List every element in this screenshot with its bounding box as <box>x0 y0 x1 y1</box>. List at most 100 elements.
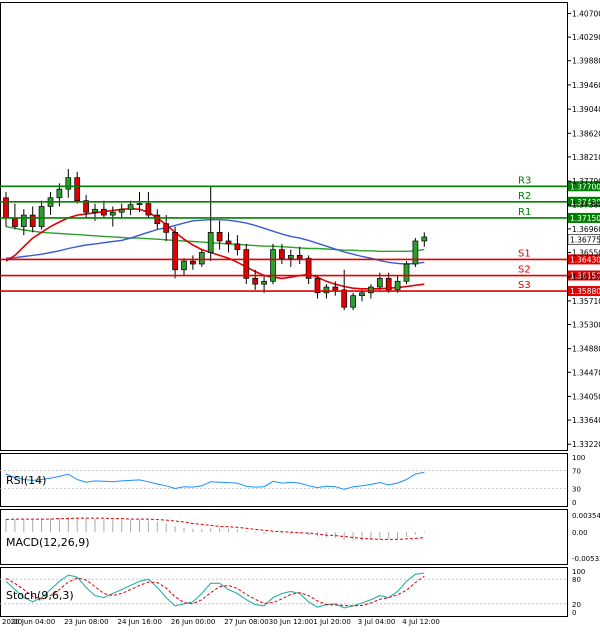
price-tick-label: 1.36130 <box>572 273 600 282</box>
candle-body <box>305 257 312 279</box>
candle-body <box>385 278 392 291</box>
last-price-label: 1.36775 <box>570 236 600 245</box>
stoch-d-line <box>5 575 425 607</box>
candle-body <box>3 197 9 219</box>
candle-body <box>261 280 267 285</box>
candle-body <box>145 203 152 216</box>
panels <box>0 2 568 617</box>
candle-body <box>332 286 339 291</box>
level-price-box <box>568 286 600 297</box>
moving-average-lines <box>5 207 425 290</box>
candle-body <box>403 263 410 282</box>
price-tick-label: 1.35710 <box>572 297 600 306</box>
price-tick-label: 1.38210 <box>572 153 600 162</box>
candle-body <box>350 295 356 308</box>
price-tick-label: 1.34470 <box>572 368 600 377</box>
panel-frame-2 <box>0 509 568 565</box>
candle-body <box>243 249 250 279</box>
ma-red-line <box>5 207 425 290</box>
time-tick-label: 1 Jul 20:00 <box>313 618 351 626</box>
stoch-tick-label: 80 <box>572 576 581 584</box>
time-tick-label: 20:00 <box>2 618 22 626</box>
panel-frame-3 <box>0 567 568 617</box>
macd-tick-label: -0.005337 <box>572 555 600 563</box>
price-axis: 1.40700 1.40290 1.39880 1.39460 1.39040 1.386… <box>567 10 600 449</box>
candle-body <box>181 260 187 271</box>
candle-body <box>270 249 276 282</box>
price-tick-label: 1.33640 <box>572 416 600 425</box>
level-price-box <box>568 181 600 192</box>
price-tick-label: 1.37790 <box>572 177 600 186</box>
candle-body <box>29 214 36 227</box>
macd-label: MACD(12,26,9) <box>6 536 90 549</box>
candle-body <box>359 292 365 297</box>
time-tick-label: 24 Jun 16:00 <box>118 618 162 626</box>
rsi-line <box>5 471 425 490</box>
level-name-r3: R3 <box>518 175 531 186</box>
candle-body <box>56 188 63 199</box>
candle-body <box>287 255 294 259</box>
level-name-r2: R2 <box>518 191 531 202</box>
candle-body <box>74 177 81 202</box>
candle-body <box>314 278 321 294</box>
candle-body <box>118 208 125 213</box>
level-price-label: 1.36430 <box>570 255 600 264</box>
candle-body <box>198 252 205 265</box>
macd-panel: 0.003547 0.00 -0.005337 MACD(12,26,9) <box>5 512 600 563</box>
candle-body <box>368 286 374 294</box>
last-price-box <box>567 234 600 245</box>
level-price-box <box>568 270 600 281</box>
level-price-label: 1.37430 <box>570 198 600 207</box>
ma-green-line <box>5 225 425 253</box>
rsi-panel: 100 70 30 0 RSI(14) <box>0 454 585 507</box>
rsi-tick-label: 30 <box>572 486 581 494</box>
pivot-levels: R3 1.37700 R2 1.37430 R1 1.37150 S1 1.36430 S2 1.… <box>0 175 600 297</box>
rsi-tick-label: 0 <box>572 499 576 507</box>
candle-body <box>296 255 303 259</box>
price-tick-label: 1.39460 <box>572 81 600 90</box>
time-tick-label: 20 Jun 04:00 <box>11 618 55 626</box>
price-tick-label: 1.37380 <box>572 201 600 210</box>
level-name-r1: R1 <box>518 207 531 218</box>
candle-body <box>412 240 419 265</box>
time-tick-label: 23 Jun 08:00 <box>64 618 108 626</box>
stoch-tick-label: 100 <box>572 568 585 576</box>
time-tick-label: 26 Jun 00:00 <box>171 618 215 626</box>
candle-body <box>341 289 348 308</box>
candle-body <box>234 243 241 250</box>
candle-body <box>252 278 259 285</box>
candle-body <box>323 286 330 294</box>
level-price-box <box>568 212 600 223</box>
candle-body <box>394 280 401 291</box>
candle-body <box>136 203 143 206</box>
panel-frame-1 <box>0 453 568 507</box>
price-tick-label: 1.36960 <box>572 225 600 234</box>
price-tick-label: 1.35300 <box>572 320 600 329</box>
level-name-s3: S3 <box>518 280 531 291</box>
candle-body <box>421 236 428 242</box>
stoch-tick-label: 0 <box>572 609 576 617</box>
candle-body <box>216 231 223 242</box>
rsi-tick-label: 100 <box>572 454 585 462</box>
candle-body <box>279 249 285 259</box>
time-tick-label: 3 Jul 04:00 <box>358 618 396 626</box>
price-tick-label: 1.34050 <box>572 392 600 401</box>
macd-tick-label: 0.003547 <box>572 512 600 520</box>
stoch-tick-label: 20 <box>572 601 581 609</box>
candle-body <box>376 278 383 288</box>
price-tick-label: 1.40290 <box>572 33 600 42</box>
stoch-k-line <box>5 572 425 609</box>
price-tick-label: 1.39040 <box>572 105 600 114</box>
price-tick-label: 1.33220 <box>572 440 600 449</box>
price-tick-label: 1.38620 <box>572 129 600 138</box>
level-price-label: 1.35880 <box>570 287 600 296</box>
candle-body <box>65 177 72 190</box>
candle-body <box>101 208 107 216</box>
candle-body <box>20 214 27 227</box>
candle-body <box>207 231 214 253</box>
level-name-s2: S2 <box>518 265 531 276</box>
